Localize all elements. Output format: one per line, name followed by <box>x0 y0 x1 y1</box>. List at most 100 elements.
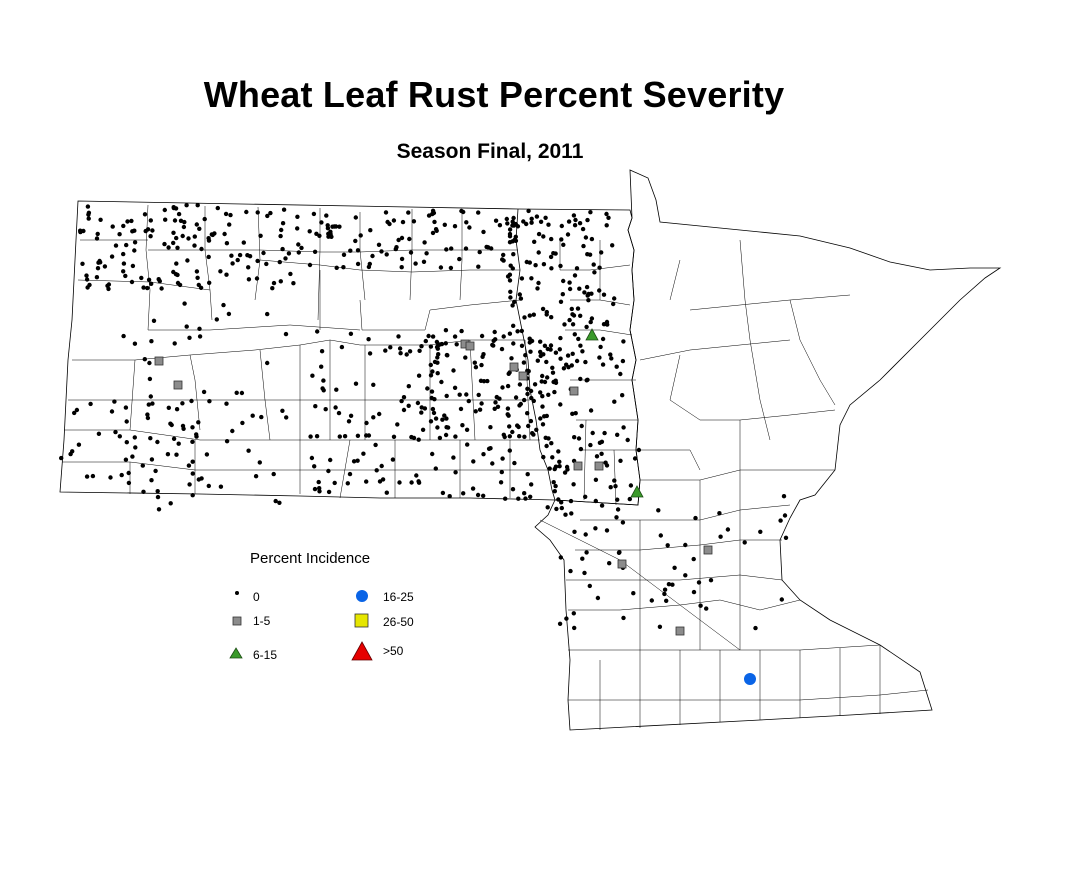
marker-0 <box>342 434 348 439</box>
marker-0 <box>406 403 411 408</box>
marker-0 <box>559 223 564 229</box>
marker-0 <box>535 358 540 363</box>
marker-0 <box>528 388 534 394</box>
marker-0 <box>180 401 185 406</box>
marker-0 <box>433 466 438 471</box>
marker-0 <box>632 456 638 461</box>
marker-0 <box>271 471 276 477</box>
marker-6-15 <box>585 328 599 341</box>
marker-0 <box>401 407 407 413</box>
marker-0 <box>367 351 373 356</box>
marker-0 <box>156 277 161 282</box>
marker-0 <box>206 238 212 243</box>
marker-0 <box>548 347 553 352</box>
marker-0 <box>693 515 698 521</box>
marker-0 <box>553 380 559 385</box>
marker-0 <box>529 216 534 221</box>
incidence-1-5-markers <box>154 339 713 636</box>
marker-0 <box>190 425 195 430</box>
marker-0 <box>121 269 126 274</box>
marker-0 <box>310 373 315 378</box>
marker-0 <box>451 455 456 460</box>
county-lines <box>62 204 929 730</box>
marker-0 <box>489 246 494 251</box>
marker-0 <box>68 451 73 457</box>
marker-0 <box>332 480 337 486</box>
marker-0 <box>175 245 180 250</box>
marker-0 <box>336 410 342 416</box>
marker-0 <box>557 464 562 469</box>
legend-symbol-6-15 <box>229 647 243 659</box>
marker-0 <box>505 274 511 279</box>
marker-0 <box>426 333 431 339</box>
marker-0 <box>586 298 591 303</box>
marker-0 <box>523 353 528 358</box>
marker-0 <box>510 487 516 492</box>
marker-0 <box>600 362 606 367</box>
marker-0 <box>593 477 599 482</box>
marker-0 <box>425 386 430 391</box>
marker-0 <box>625 437 630 443</box>
marker-0 <box>132 228 137 233</box>
red-river <box>515 208 556 501</box>
marker-0 <box>383 348 388 353</box>
marker-0 <box>533 263 538 268</box>
marker-0 <box>454 342 459 347</box>
marker-0 <box>549 236 554 242</box>
marker-0 <box>545 375 550 380</box>
marker-0 <box>428 419 434 424</box>
marker-0 <box>631 591 636 596</box>
marker-0 <box>346 419 352 424</box>
marker-0 <box>595 595 601 601</box>
marker-0 <box>481 452 486 457</box>
marker-0 <box>59 455 64 461</box>
marker-0 <box>255 210 260 215</box>
marker-0 <box>168 501 173 506</box>
marker-0 <box>621 425 626 430</box>
marker-0 <box>512 299 517 305</box>
marker-0 <box>517 292 522 297</box>
marker-0 <box>212 231 217 236</box>
marker-0 <box>328 457 333 463</box>
incidence-6-15-markers <box>585 328 644 498</box>
marker-0 <box>444 352 450 358</box>
marker-0 <box>176 211 182 217</box>
marker-0 <box>246 265 251 270</box>
marker-0 <box>515 329 520 334</box>
marker-0 <box>507 227 513 232</box>
marker-0 <box>580 349 585 354</box>
marker-0 <box>323 407 328 412</box>
marker-0 <box>379 249 384 254</box>
marker-0 <box>522 491 527 496</box>
marker-0 <box>132 240 138 245</box>
marker-0 <box>507 434 512 439</box>
marker-0 <box>353 381 359 386</box>
marker-0 <box>96 431 102 436</box>
marker-0 <box>435 346 440 351</box>
marker-0 <box>339 344 345 350</box>
marker-0 <box>84 474 90 479</box>
marker-0 <box>532 382 538 387</box>
marker-0 <box>511 252 516 257</box>
marker-0 <box>564 362 569 367</box>
marker-0 <box>612 399 617 404</box>
marker-0 <box>296 250 301 255</box>
marker-0 <box>507 240 513 245</box>
marker-0 <box>499 469 504 475</box>
marker-0 <box>572 435 577 440</box>
marker-0 <box>523 496 528 501</box>
marker-0 <box>145 227 151 232</box>
marker-0 <box>124 440 129 445</box>
legend-label-gt50: >50 <box>383 644 404 658</box>
map-title: Wheat Leaf Rust Percent Severity <box>203 74 785 115</box>
marker-0 <box>505 383 511 389</box>
marker-0 <box>466 398 471 404</box>
marker-0 <box>440 417 445 422</box>
marker-1-5 <box>703 545 713 555</box>
marker-0 <box>428 344 434 349</box>
marker-0 <box>444 416 449 421</box>
marker-0 <box>172 341 177 346</box>
marker-0 <box>255 258 260 264</box>
marker-0 <box>552 489 557 494</box>
marker-0 <box>80 261 85 266</box>
